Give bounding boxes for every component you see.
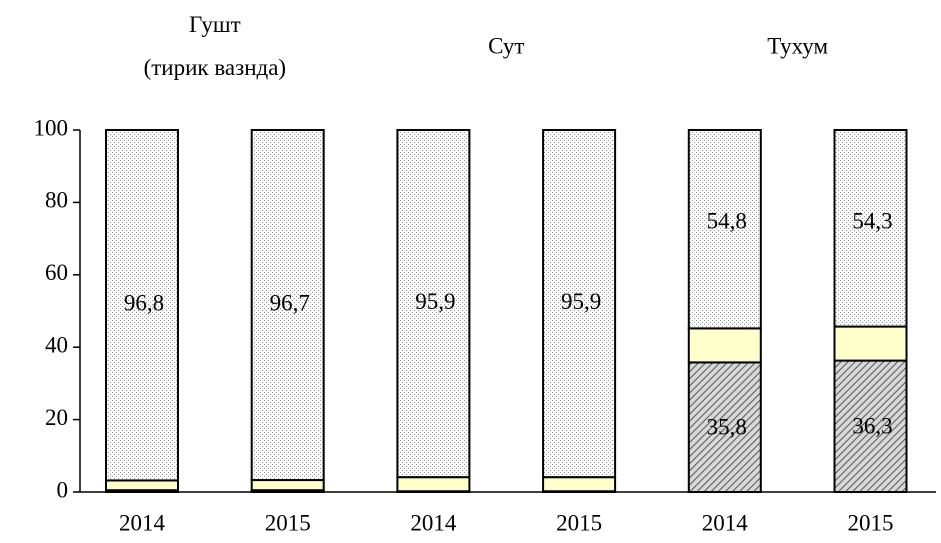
y-tick-label: 0 bbox=[57, 477, 69, 502]
bar-segment bbox=[105, 129, 179, 482]
bar-segment bbox=[396, 476, 471, 493]
bar-segment bbox=[833, 129, 908, 328]
y-tick-label: 20 bbox=[45, 405, 68, 430]
group-label: (тирик вазнда) bbox=[144, 55, 286, 80]
bar-segment bbox=[250, 129, 325, 482]
x-tick-label: 2015 bbox=[265, 510, 311, 535]
bar-segment bbox=[687, 361, 762, 493]
value-label: 96,8 bbox=[124, 290, 164, 315]
x-tick-label: 2014 bbox=[119, 510, 166, 535]
bar-segment bbox=[250, 479, 325, 492]
y-tick-label: 80 bbox=[45, 188, 68, 213]
x-tick-label: 2015 bbox=[848, 510, 894, 535]
group-label: Гушт bbox=[189, 12, 241, 37]
bar-segment bbox=[396, 129, 471, 479]
x-tick-label: 2014 bbox=[410, 510, 457, 535]
x-tick-label: 2015 bbox=[556, 510, 602, 535]
value-label: 54,3 bbox=[852, 208, 892, 233]
bar-segment bbox=[542, 129, 617, 479]
value-label: 95,9 bbox=[561, 289, 601, 314]
bar-segment bbox=[687, 129, 762, 330]
value-label: 96,7 bbox=[270, 290, 310, 315]
value-label: 35,8 bbox=[707, 414, 747, 439]
group-label: Сут bbox=[488, 33, 524, 58]
y-tick-label: 40 bbox=[45, 332, 68, 357]
value-label: 54,8 bbox=[707, 208, 747, 233]
x-tick-label: 2014 bbox=[702, 510, 749, 535]
bar-segment bbox=[833, 325, 908, 362]
value-label: 95,9 bbox=[415, 289, 455, 314]
bar-segment bbox=[687, 327, 762, 364]
y-tick-label: 60 bbox=[45, 260, 68, 285]
value-label: 36,3 bbox=[852, 414, 892, 439]
bar-segment bbox=[542, 476, 617, 493]
bar-segment bbox=[105, 479, 179, 492]
bar-segment bbox=[833, 359, 908, 493]
y-tick-label: 100 bbox=[34, 115, 69, 140]
group-label: Тухум bbox=[767, 33, 828, 58]
